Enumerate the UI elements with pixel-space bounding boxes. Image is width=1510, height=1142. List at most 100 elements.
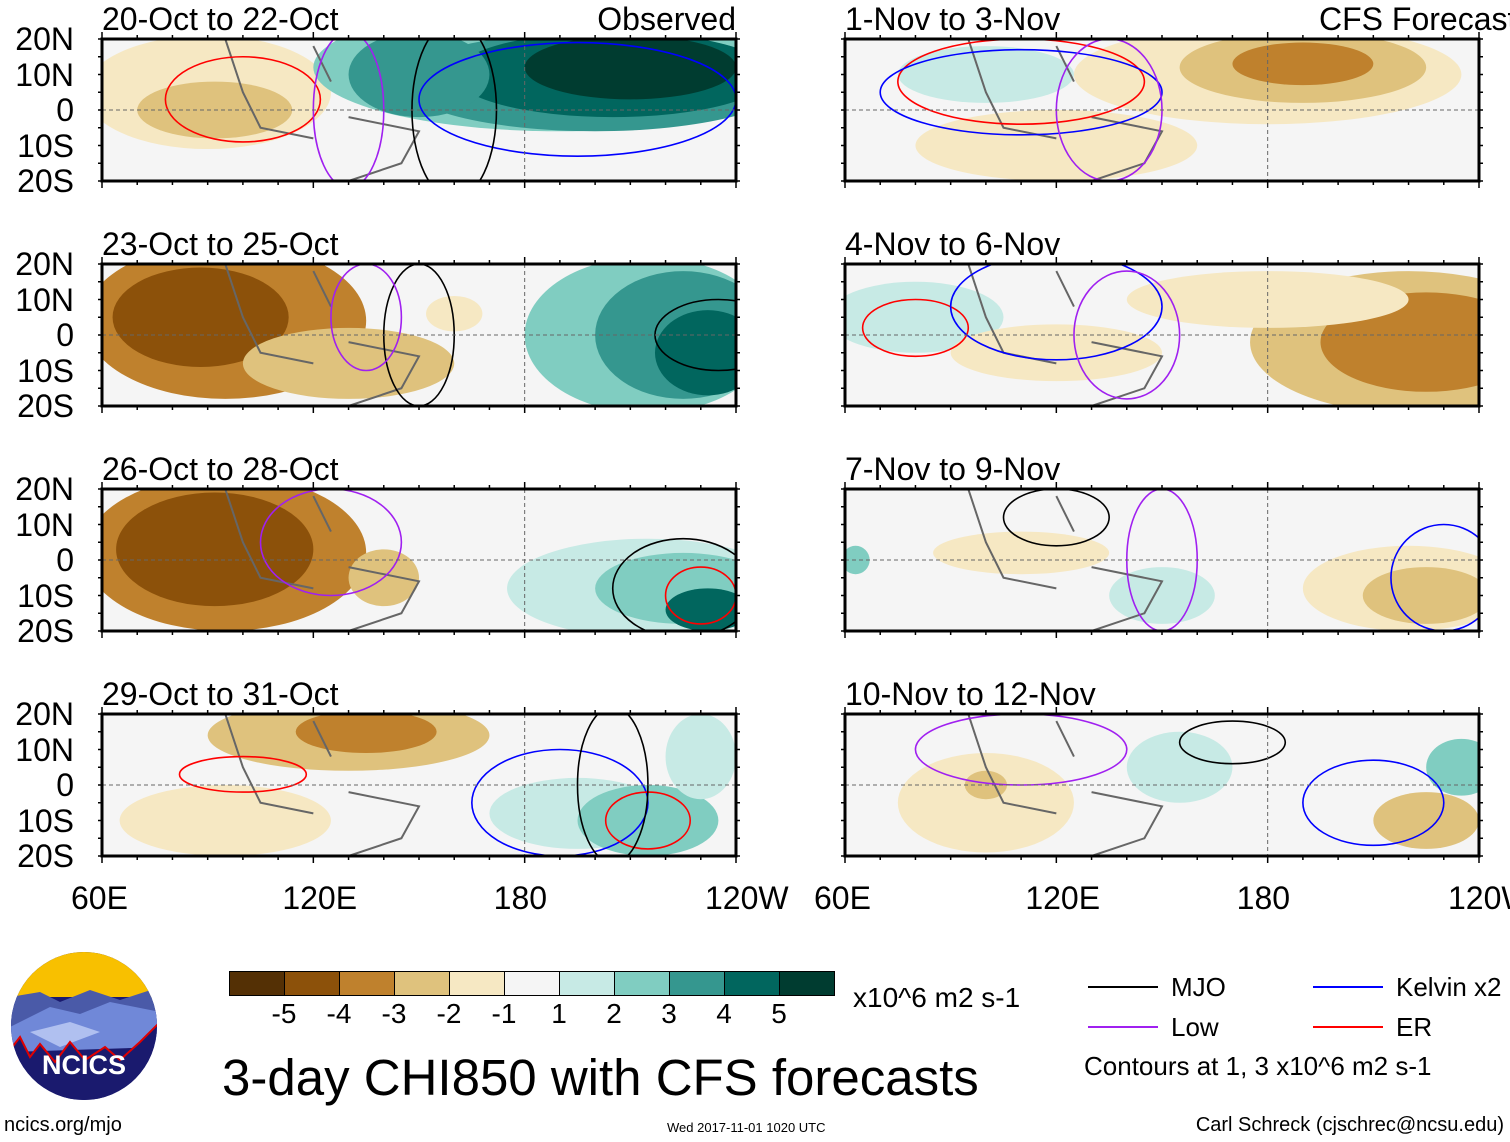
anomaly-shading (897, 46, 1074, 103)
lon-tick-label: 60E (71, 880, 128, 916)
anomaly-shading (295, 714, 437, 754)
legend-line (1088, 986, 1158, 988)
lat-tick-label: 10N (15, 56, 74, 93)
observed-label: Observed (597, 1, 736, 37)
colorbar-swatch (230, 972, 284, 995)
lat-tick-label: 0 (56, 92, 74, 128)
lat-tick-label: 10N (15, 731, 74, 768)
map-panel-8 (841, 707, 1483, 863)
colorbar-tick-label: 3 (661, 998, 677, 1029)
colorbar-swatch (724, 972, 779, 995)
colorbar-swatch (779, 972, 834, 995)
lat-tick-label: 10N (15, 506, 74, 543)
wave-contour (897, 39, 1146, 125)
legend-line (1088, 1026, 1158, 1028)
wave-contour (178, 755, 308, 793)
lon-tick-label: 120E (282, 880, 358, 916)
units-label: x10^6 m2 s-1 (853, 982, 1021, 1013)
anomaly-shading (665, 714, 736, 800)
legend-label: Low (1171, 1012, 1219, 1042)
lon-tick-label: 180 (493, 880, 548, 916)
anomaly-shading (1109, 567, 1215, 624)
wave-contour (654, 298, 736, 372)
wave-contour (259, 489, 403, 597)
anomaly-shading (655, 310, 736, 396)
panel-title: 4-Nov to 6-Nov (845, 226, 1061, 262)
wave-contour (471, 748, 649, 856)
anomaly-shading (845, 281, 1004, 353)
lat-tick-label: 20N (15, 246, 74, 282)
colorbar-tick-label: -5 (271, 998, 297, 1029)
wave-contour (611, 537, 736, 631)
panel-title: 26-Oct to 28-Oct (102, 451, 339, 487)
lat-tick-label: 10S (17, 577, 74, 614)
map-panel-5 (841, 32, 1483, 188)
anomaly-shading (116, 492, 314, 607)
legend-label: MJO (1171, 972, 1226, 1002)
wave-contour (1073, 270, 1181, 400)
lat-tick-label: 0 (56, 542, 74, 578)
lat-tick-label: 20S (17, 163, 74, 199)
wave-contour (1302, 759, 1445, 847)
lat-tick-label: 10S (17, 127, 74, 164)
colorbar-tick-label: -3 (381, 998, 407, 1029)
footer-url[interactable]: ncics.org/mjo (4, 1114, 122, 1136)
colorbar-tick-label: -1 (491, 998, 517, 1029)
lat-tick-label: 20S (17, 613, 74, 649)
contour-note: Contours at 1, 3 x10^6 m2 s-1 (1084, 1051, 1432, 1081)
forecast-label: CFS Forecast (1319, 1, 1510, 37)
wave-contour (330, 264, 403, 372)
panel-title: 20-Oct to 22-Oct (102, 1, 339, 37)
lat-tick-label: 20S (17, 388, 74, 424)
lat-tick-label: 0 (56, 317, 74, 353)
anomaly-shading (524, 39, 736, 100)
wave-contour (164, 55, 322, 143)
colorbar-swatch (559, 972, 614, 995)
lat-tick-label: 10S (17, 802, 74, 839)
colorbar-tick-label: 1 (551, 998, 567, 1029)
lat-tick-label: 0 (56, 767, 74, 803)
map-panel-1 (98, 32, 740, 188)
colorbar (229, 971, 835, 996)
legend-label: ER (1396, 1012, 1433, 1042)
anomaly-shading (119, 785, 331, 856)
anomaly-shading (915, 110, 1198, 181)
anomaly-shading (1232, 42, 1374, 86)
lon-tick-label: 180 (1236, 880, 1291, 916)
colorbar-swatch (504, 972, 559, 995)
lon-tick-label: 120W (1448, 880, 1510, 916)
anomaly-shading (1362, 567, 1479, 624)
panel-title: 7-Nov to 9-Nov (845, 451, 1061, 487)
anomaly-shading (426, 295, 483, 332)
legend-line (1313, 1026, 1383, 1028)
colorbar-swatch (394, 972, 449, 995)
legend-line (1313, 986, 1383, 988)
map-panel-2 (98, 257, 740, 413)
map-panels (98, 32, 1483, 863)
wave-contour (861, 298, 970, 358)
anomaly-shading (933, 531, 1110, 575)
colorbar-tick-label: 5 (771, 998, 787, 1029)
colorbar-tick-label: 4 (716, 998, 732, 1029)
colorbar-tick-label: -2 (436, 998, 462, 1029)
map-panel-3 (98, 482, 740, 638)
panel-title: 10-Nov to 12-Nov (845, 676, 1096, 712)
panel-title: 29-Oct to 31-Oct (102, 676, 339, 712)
panel-title: 23-Oct to 25-Oct (102, 226, 339, 262)
panel-title: 1-Nov to 3-Nov (845, 1, 1061, 37)
anomaly-shading (897, 753, 1074, 853)
lat-tick-label: 20N (15, 471, 74, 507)
map-panel-6 (841, 257, 1483, 413)
map-panel-4 (98, 707, 740, 863)
ncics-logo: NCICS (11, 952, 157, 1100)
lon-tick-label: 60E (814, 880, 871, 916)
legend-label: Kelvin x2 (1396, 972, 1502, 1002)
colorbar-swatch (339, 972, 394, 995)
colorbar-tick-label: 2 (606, 998, 622, 1029)
colorbar-swatch (669, 972, 724, 995)
wave-contour (1178, 720, 1287, 765)
logo-text: NCICS (42, 1050, 126, 1080)
wave-contour (576, 714, 649, 856)
anomaly-shading (577, 785, 719, 856)
lat-tick-label: 20S (17, 838, 74, 874)
